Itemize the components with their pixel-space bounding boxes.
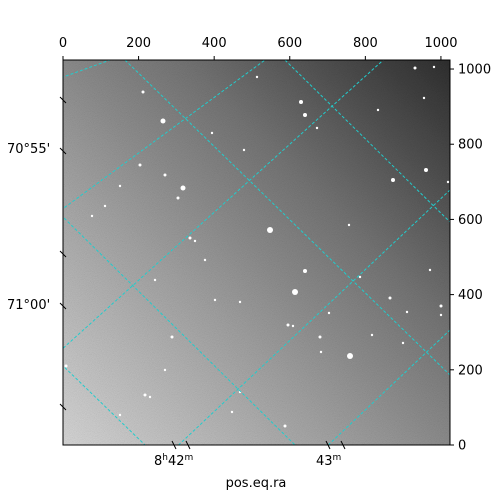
star [391,178,395,182]
star [291,324,295,328]
star [439,313,443,317]
star [376,108,380,112]
star [405,310,409,314]
star [143,393,147,397]
right-axis [450,68,454,446]
star [238,300,242,304]
grid-line [124,60,450,376]
right-tick-label: 400 [458,288,483,303]
star [163,368,167,372]
grid-line [177,189,450,445]
x-axis-title: pos.eq.ra [226,476,287,491]
star [315,126,319,130]
star [428,268,432,272]
star [64,364,68,368]
star [303,269,307,273]
star [401,341,405,345]
top-axis [62,56,442,60]
top-tick-label: 400 [202,36,227,51]
dec-label: 70°55' [7,142,50,157]
star [292,289,298,295]
star [210,131,214,135]
right-tick-label: 200 [458,363,483,378]
star [255,75,259,79]
star [267,227,273,233]
star [118,184,122,188]
bottom-axis-ticks [171,440,346,450]
star [446,180,450,184]
star [358,275,362,279]
star [103,204,107,208]
star [203,258,207,262]
top-tick-label: 0 [59,36,67,51]
top-tick-label: 600 [277,36,302,51]
right-tick-label: 800 [458,138,483,153]
left-axis-ticks [59,96,67,411]
plot-frame [62,59,451,446]
grid-line [63,60,111,78]
star [370,333,374,337]
ra-label-43m: 43m [316,453,341,469]
star [213,298,217,302]
star [439,304,443,308]
star [230,410,234,414]
star [193,239,197,243]
star [283,424,287,428]
star [413,66,417,70]
grid-line [63,365,146,445]
grid-line [327,329,450,445]
star [319,350,323,354]
star-field [64,65,450,428]
star [153,278,157,282]
star [347,223,351,227]
star [286,323,290,327]
star [180,185,186,191]
star [424,168,428,172]
image-area [63,60,450,445]
dec-label: 71°00' [7,298,50,313]
star [148,395,152,399]
top-tick-label: 800 [353,36,378,51]
star [318,335,322,339]
star [303,113,307,117]
sky-image [63,60,450,445]
star [160,118,166,124]
star [242,148,246,152]
star [138,163,142,167]
star [90,214,94,218]
star [327,311,331,315]
top-tick-label: 1000 [424,36,457,51]
star [347,353,353,359]
star [188,236,192,240]
star [422,96,426,100]
right-tick-label: 600 [458,213,483,228]
star [388,296,392,300]
top-tick-label: 200 [126,36,151,51]
star [176,196,180,200]
star [299,100,303,104]
star [141,90,145,94]
right-tick-label: 0 [458,439,466,454]
grid-line [63,216,296,445]
right-tick-label: 1000 [458,63,491,78]
ra-label-8h42m: 8h42m [154,453,193,469]
coordinate-grid [63,60,450,445]
star [118,413,122,417]
star [432,65,436,69]
star [163,173,167,177]
grid-line [63,60,385,349]
star [170,335,174,339]
grid-line [284,60,450,223]
